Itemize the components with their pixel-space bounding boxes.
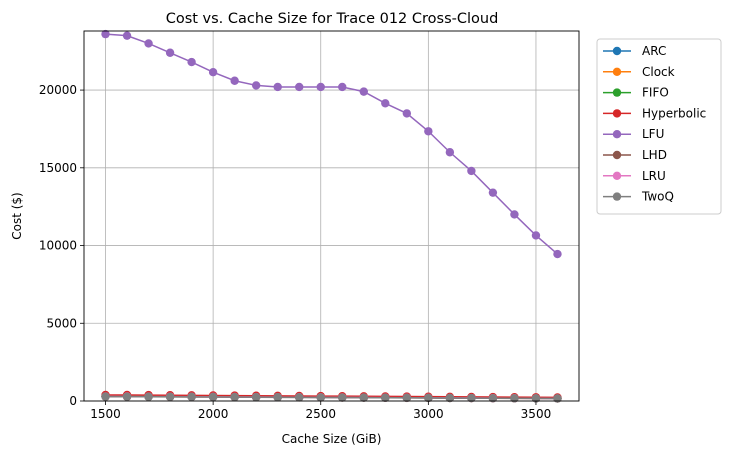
series-group [101, 29, 562, 403]
legend-label: Clock [642, 65, 675, 79]
x-tick-label: 2500 [305, 407, 336, 421]
legend-marker [612, 46, 622, 56]
y-tick-label: 10000 [39, 239, 77, 253]
y-tick-label: 20000 [39, 83, 77, 97]
legend-item-hyperbolic: Hyperbolic [603, 106, 706, 120]
data-point [445, 393, 455, 403]
legend: ARC Clock FIFO Hyperbolic LFU LHD LRU TwoQ [596, 38, 722, 215]
plot-area-frame [83, 30, 580, 402]
data-point [144, 39, 153, 48]
legend-item-arc: ARC [603, 44, 666, 58]
y-tick-label: 0 [69, 394, 77, 408]
data-point [531, 231, 541, 240]
legend-item-lru: LRU [603, 169, 666, 183]
legend-marker [612, 171, 622, 180]
data-point [122, 31, 132, 40]
legend-item-lhd: LHD [603, 148, 667, 162]
data-point [295, 393, 304, 402]
chart-title: Cost vs. Cache Size for Trace 012 Cross-… [166, 11, 499, 27]
legend-marker [612, 150, 622, 160]
data-point [338, 82, 347, 92]
data-point [101, 29, 110, 39]
legend-item-lfu: LFU [603, 127, 664, 141]
data-point [424, 127, 433, 136]
series-line-twoq [105, 395, 558, 400]
series-line-lfu [105, 33, 558, 255]
data-point [338, 393, 347, 402]
data-point [467, 166, 476, 176]
data-point [208, 392, 218, 402]
legend-marker [612, 192, 622, 201]
x-tick-label: 3000 [413, 407, 444, 421]
legend-marker [612, 88, 622, 97]
data-point [488, 188, 498, 197]
legend-marker [612, 130, 622, 139]
data-point [316, 82, 325, 92]
data-point [316, 393, 325, 402]
legend-marker [612, 109, 622, 118]
legend-item-twoq: TwoQ [603, 190, 674, 204]
data-point [402, 393, 412, 403]
data-point [187, 57, 196, 67]
data-point [381, 99, 390, 108]
data-point [122, 392, 132, 401]
x-axis-ticks: 1500 2000 2500 3000 3500 [90, 401, 551, 421]
legend-label: ARC [642, 44, 666, 58]
legend-label: FIFO [642, 86, 669, 100]
data-point [553, 249, 562, 259]
y-tick-label: 15000 [39, 161, 77, 175]
x-tick-label: 3500 [521, 407, 552, 421]
x-axis-title: Cache Size (GiB) [282, 432, 382, 446]
y-axis-title: Cost ($) [10, 192, 24, 240]
legend-item-fifo: FIFO [603, 86, 669, 100]
data-point [251, 81, 261, 90]
legend-box [596, 38, 722, 215]
data-point [144, 392, 153, 401]
data-point [359, 87, 368, 96]
legend-label: LRU [642, 169, 666, 183]
series-line-hyperbolic [105, 394, 558, 399]
data-point [402, 109, 412, 118]
x-tick-label: 2000 [198, 407, 229, 421]
data-point [510, 210, 519, 219]
legend-label: Hyperbolic [642, 106, 706, 120]
legend-label: TwoQ [641, 190, 674, 204]
data-point [381, 393, 390, 402]
data-point [101, 392, 110, 401]
legend-label: LFU [642, 127, 664, 141]
data-point [251, 392, 261, 402]
y-axis-ticks: 0 5000 10000 15000 20000 [39, 83, 84, 408]
data-point [165, 392, 175, 401]
data-point [424, 393, 433, 403]
y-tick-label: 5000 [46, 316, 77, 330]
data-point [230, 392, 239, 402]
data-point [187, 392, 196, 402]
data-point [510, 394, 519, 403]
data-point [467, 393, 476, 403]
legend-item-clock: Clock [603, 65, 675, 79]
legend-marker [612, 67, 622, 77]
data-point [165, 48, 175, 57]
x-tick-label: 1500 [90, 407, 121, 421]
data-point [273, 393, 282, 402]
series-lfu [101, 29, 562, 259]
data-point [208, 68, 218, 77]
data-point [230, 76, 239, 85]
data-point [488, 393, 498, 403]
data-point [531, 394, 541, 403]
legend-label: LHD [642, 148, 667, 162]
data-point [273, 82, 282, 92]
series-twoq [101, 392, 562, 403]
data-point [445, 148, 455, 157]
data-point [295, 82, 304, 92]
data-point [359, 393, 368, 402]
